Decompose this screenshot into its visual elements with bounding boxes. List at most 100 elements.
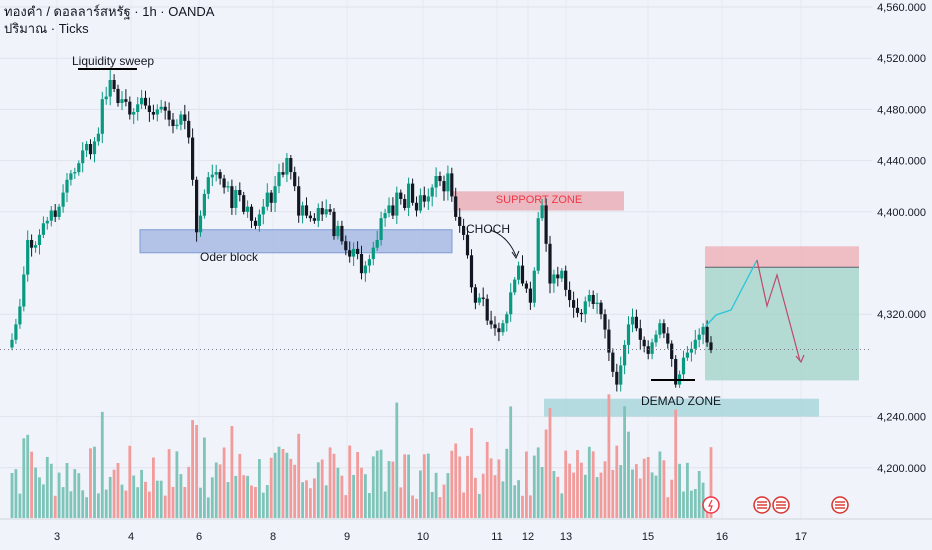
candle-body [281,172,285,175]
candle-body [175,124,179,127]
candle-body [465,234,470,256]
volume-bar [254,487,257,518]
volume-bar [128,445,132,518]
candle-body [112,80,116,89]
price-tick-label: 4,440.000 [877,156,926,168]
candle-body [414,202,419,211]
volume-bar [69,491,73,518]
volume-bar [152,457,155,518]
candle-body [191,137,195,180]
candle-body [689,348,693,353]
candle-body [214,172,218,175]
time-tick-label: 8 [270,531,276,543]
time-tick-label: 4 [128,531,134,543]
candle-body [685,352,689,358]
volume-bar [709,447,713,518]
volume-bar [627,431,630,518]
candle-body [611,352,615,372]
flash-glyph [708,499,713,512]
candle-body [603,314,607,330]
volume-bar [356,452,359,518]
volume-bar [324,485,328,518]
candle-body [418,195,422,211]
volume-bar [493,475,497,518]
volume-bar [124,490,128,518]
candle-body [249,206,254,221]
candle-body [293,172,297,187]
candle-body [587,295,591,302]
candle-body [489,320,493,325]
volume-bar [371,456,375,518]
candle-body [297,186,301,216]
volume-indicator-label[interactable]: ปริมาณ · Ticks [4,21,89,36]
volume-bar [104,489,108,518]
volume-bar [583,474,587,518]
volume-bar [603,461,607,518]
volume-bar [167,449,171,518]
candle-body [430,187,434,197]
candle-body [371,247,375,260]
volume-bar [548,408,552,518]
volume-bar [175,451,179,518]
volume-bar [654,475,658,518]
candle-body [709,342,713,351]
candle-body [536,218,540,271]
candle-body [446,173,450,192]
candle-body [167,110,171,120]
volume-bar [269,457,273,518]
price-tick-label: 4,480.000 [877,104,926,116]
candle-body [674,359,678,385]
volume-bar [513,485,517,518]
take-profit-zone [705,267,859,381]
candle-body [198,215,203,233]
candle-body [568,289,572,301]
volume-bar [693,489,697,518]
volume-bar [697,471,701,518]
candle-body [124,99,128,102]
volume-bar [277,446,281,518]
volume-bar [293,464,297,518]
candle-body [85,144,89,151]
candle-body [108,80,112,97]
candle-body [96,133,100,142]
volume-bar [238,453,242,518]
volume-bar [678,463,681,518]
volume-bar [179,474,183,518]
volume-bar [529,495,532,518]
candle-body [564,270,568,290]
volume-bar [144,481,147,518]
candle-body [45,220,49,224]
volume-bar [411,495,414,518]
volume-bar [364,474,367,518]
liquidity-sweep-label: Liquidity sweep [72,54,154,68]
candle-body [269,192,273,203]
price-tick-label: 4,240.000 [877,412,926,424]
candle-body [697,334,701,340]
volume-bar [509,406,513,518]
price-tick-label: 4,200.000 [877,463,926,475]
volume-bar [222,447,226,518]
volume-bar [89,448,92,518]
candle-body [218,172,222,179]
choch-arrowhead [511,250,520,260]
volume-bar [214,462,218,518]
candle-body [524,283,528,289]
candle-body [403,199,407,208]
volume-bar [140,469,143,518]
candle-body [187,120,191,138]
candle-body [497,328,501,333]
candle-body [34,245,38,248]
symbol-title[interactable]: ทองคำ / ดอลลาร์สหรัฐ · 1h · OANDA [4,4,215,19]
volume-bar [568,463,571,518]
volume-bar [646,457,650,518]
volume-bar [395,402,399,518]
candle-body [626,324,631,345]
volume-bar [587,446,591,518]
volume-bar [391,461,395,518]
candle-body [230,186,234,208]
volume-bar [658,451,662,518]
candle-body [517,265,521,280]
volume-bar [387,461,391,518]
